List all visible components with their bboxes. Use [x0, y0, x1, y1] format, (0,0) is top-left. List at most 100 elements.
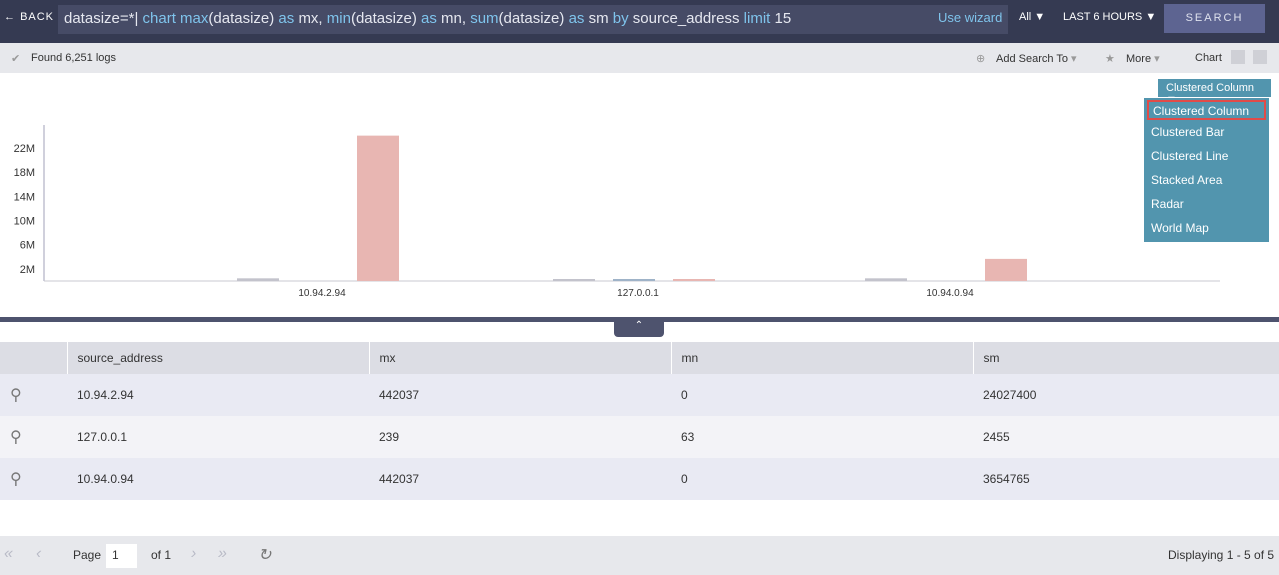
menu-item-radar[interactable]: Radar — [1151, 197, 1184, 211]
cell-mn: 0 — [671, 458, 973, 500]
menu-item-stacked-area[interactable]: Stacked Area — [1151, 173, 1223, 187]
menu-item-world-map[interactable]: World Map — [1151, 221, 1209, 235]
menu-item-clustered-line[interactable]: Clustered Line — [1151, 149, 1229, 163]
col-mn[interactable]: mn — [670, 342, 973, 374]
query-token: datasize=*| — [64, 10, 143, 27]
x-tick-label: 127.0.0.1 — [617, 288, 659, 299]
more-button[interactable]: More ▾ — [1126, 53, 1160, 65]
query-token: by — [612, 10, 633, 27]
col-mx[interactable]: mx — [368, 342, 671, 374]
time-range-label: LAST 6 HOURS — [1063, 11, 1143, 23]
full-view-toggle[interactable] — [1253, 50, 1267, 64]
search-icon[interactable]: ⚲ — [0, 458, 67, 500]
query-token: min — [326, 10, 351, 27]
clustered-column-chart: 2M 6M 10M 14M 18M 22M 10.94.2.94 127.0.0.1 10.94… — [14, 125, 1220, 299]
add-search-label: Add Search To — [996, 53, 1068, 65]
query-token: sm — [588, 10, 613, 27]
check-icon: ✔ — [11, 53, 21, 65]
star-icon: ★ — [1105, 53, 1115, 65]
y-tick-label: 18M — [14, 167, 35, 179]
page-input[interactable]: 1 — [106, 544, 137, 568]
bar[interactable] — [237, 278, 279, 281]
cell-sm: 3654765 — [973, 458, 1279, 500]
y-tick-label: 2M — [20, 264, 35, 276]
bar[interactable] — [673, 279, 715, 281]
table-row[interactable]: ⚲ 10.94.2.94 442037 0 24027400 — [0, 374, 1279, 416]
add-search-to-button[interactable]: Add Search To ▾ — [996, 53, 1077, 65]
query-token: as — [568, 10, 589, 27]
page-label: Page — [73, 548, 102, 562]
results-table: source_address mx mn sm ⚲ 10.94.2.94 44203… — [0, 342, 1279, 500]
collapse-handle[interactable]: ⌃ — [614, 320, 664, 337]
col-sm[interactable]: sm — [972, 342, 1279, 374]
query-token: as — [278, 10, 299, 27]
y-tick-label: 10M — [14, 216, 35, 228]
table-row[interactable]: ⚲ 127.0.0.1 239 63 2455 — [0, 416, 1279, 458]
search-icon[interactable]: ⚲ — [0, 374, 67, 416]
menu-item-clustered-column[interactable]: Clustered Column — [1147, 100, 1266, 120]
bar[interactable] — [985, 258, 1027, 281]
search-icon[interactable]: ⚲ — [0, 416, 67, 458]
y-tick-label: 22M — [14, 143, 35, 155]
next-page-icon[interactable]: › — [191, 545, 197, 562]
use-wizard-link[interactable]: Use wizard — [938, 10, 1003, 25]
y-tick-label: 6M — [20, 240, 35, 252]
cell-source_address: 10.94.2.94 — [67, 374, 369, 416]
table-row[interactable]: ⚲ 10.94.0.94 442037 0 3654765 — [0, 458, 1279, 500]
x-tick-label: 10.94.2.94 — [298, 288, 346, 299]
cell-mx: 442037 — [369, 458, 671, 500]
col-action — [0, 342, 67, 374]
bar[interactable] — [357, 135, 399, 281]
query-token: mx, — [298, 10, 327, 27]
query-token: chart — [142, 10, 181, 27]
bar[interactable] — [553, 279, 595, 281]
query-token: source_address — [632, 10, 744, 27]
time-range-dropdown[interactable]: LAST 6 HOURS ▼ — [1063, 11, 1157, 23]
prev-page-icon[interactable]: ‹ — [36, 545, 42, 562]
query-token: (datasize) — [498, 10, 569, 27]
chart-label: Chart — [1195, 52, 1222, 64]
last-page-icon[interactable]: » — [218, 545, 227, 562]
chart-type-menu: Clustered Column Clustered Bar Clustered… — [1144, 98, 1269, 242]
found-count: Found 6,251 logs — [31, 52, 117, 64]
cell-source_address: 10.94.0.94 — [67, 458, 369, 500]
col-source-address[interactable]: source_address — [66, 342, 369, 374]
scope-dropdown[interactable]: All ▼ — [1019, 11, 1046, 23]
query-token: (datasize) — [208, 10, 279, 27]
y-tick-label: 14M — [14, 191, 35, 203]
displaying-count: Displaying 1 - 5 of 5 — [1168, 548, 1275, 562]
query-token: max — [180, 10, 209, 27]
first-page-icon[interactable]: « — [4, 545, 13, 562]
x-tick-label: 10.94.0.94 — [926, 288, 974, 299]
panel-divider[interactable] — [0, 317, 1279, 322]
cell-sm: 2455 — [973, 416, 1279, 458]
split-view-toggle[interactable] — [1231, 50, 1245, 64]
results-bar: ✔ Found 6,251 logs ⊕ Add Search To ▾ ★ M… — [0, 43, 1279, 73]
query-input[interactable]: datasize=*| chart max(datasize) as mx, m… — [58, 5, 1008, 34]
cell-mx: 239 — [369, 416, 671, 458]
bar[interactable] — [613, 279, 655, 281]
chart-type-selected: Clustered Column — [1166, 82, 1255, 94]
query-token: sum — [470, 10, 499, 27]
search-button[interactable]: SEARCH — [1164, 4, 1265, 33]
pagination-bar: « ‹ Page 1 of 1 › » ↻ Displaying 1 - 5 o… — [0, 536, 1279, 575]
chart-type-dropdown[interactable]: Clustered Column ▼ — [1158, 79, 1271, 106]
query-token: limit — [743, 10, 775, 27]
query-text: datasize=*| chart max(datasize) as mx, m… — [64, 10, 791, 27]
refresh-icon[interactable]: ↻ — [258, 547, 272, 564]
top-bar: ← BACK datasize=*| chart max(datasize) a… — [0, 0, 1279, 43]
query-token: as — [420, 10, 441, 27]
bar[interactable] — [865, 278, 907, 281]
back-label: BACK — [20, 11, 55, 23]
cell-mn: 0 — [671, 374, 973, 416]
cell-source_address: 127.0.0.1 — [67, 416, 369, 458]
cell-sm: 24027400 — [973, 374, 1279, 416]
page-of: of 1 — [151, 548, 172, 562]
query-token: (datasize) — [350, 10, 421, 27]
menu-item-clustered-bar[interactable]: Clustered Bar — [1151, 125, 1225, 139]
back-button[interactable]: ← BACK — [4, 11, 55, 23]
more-label: More — [1126, 53, 1152, 65]
plus-circle-icon: ⊕ — [976, 53, 986, 65]
query-token: mn, — [441, 10, 471, 27]
scope-label: All — [1019, 11, 1032, 23]
